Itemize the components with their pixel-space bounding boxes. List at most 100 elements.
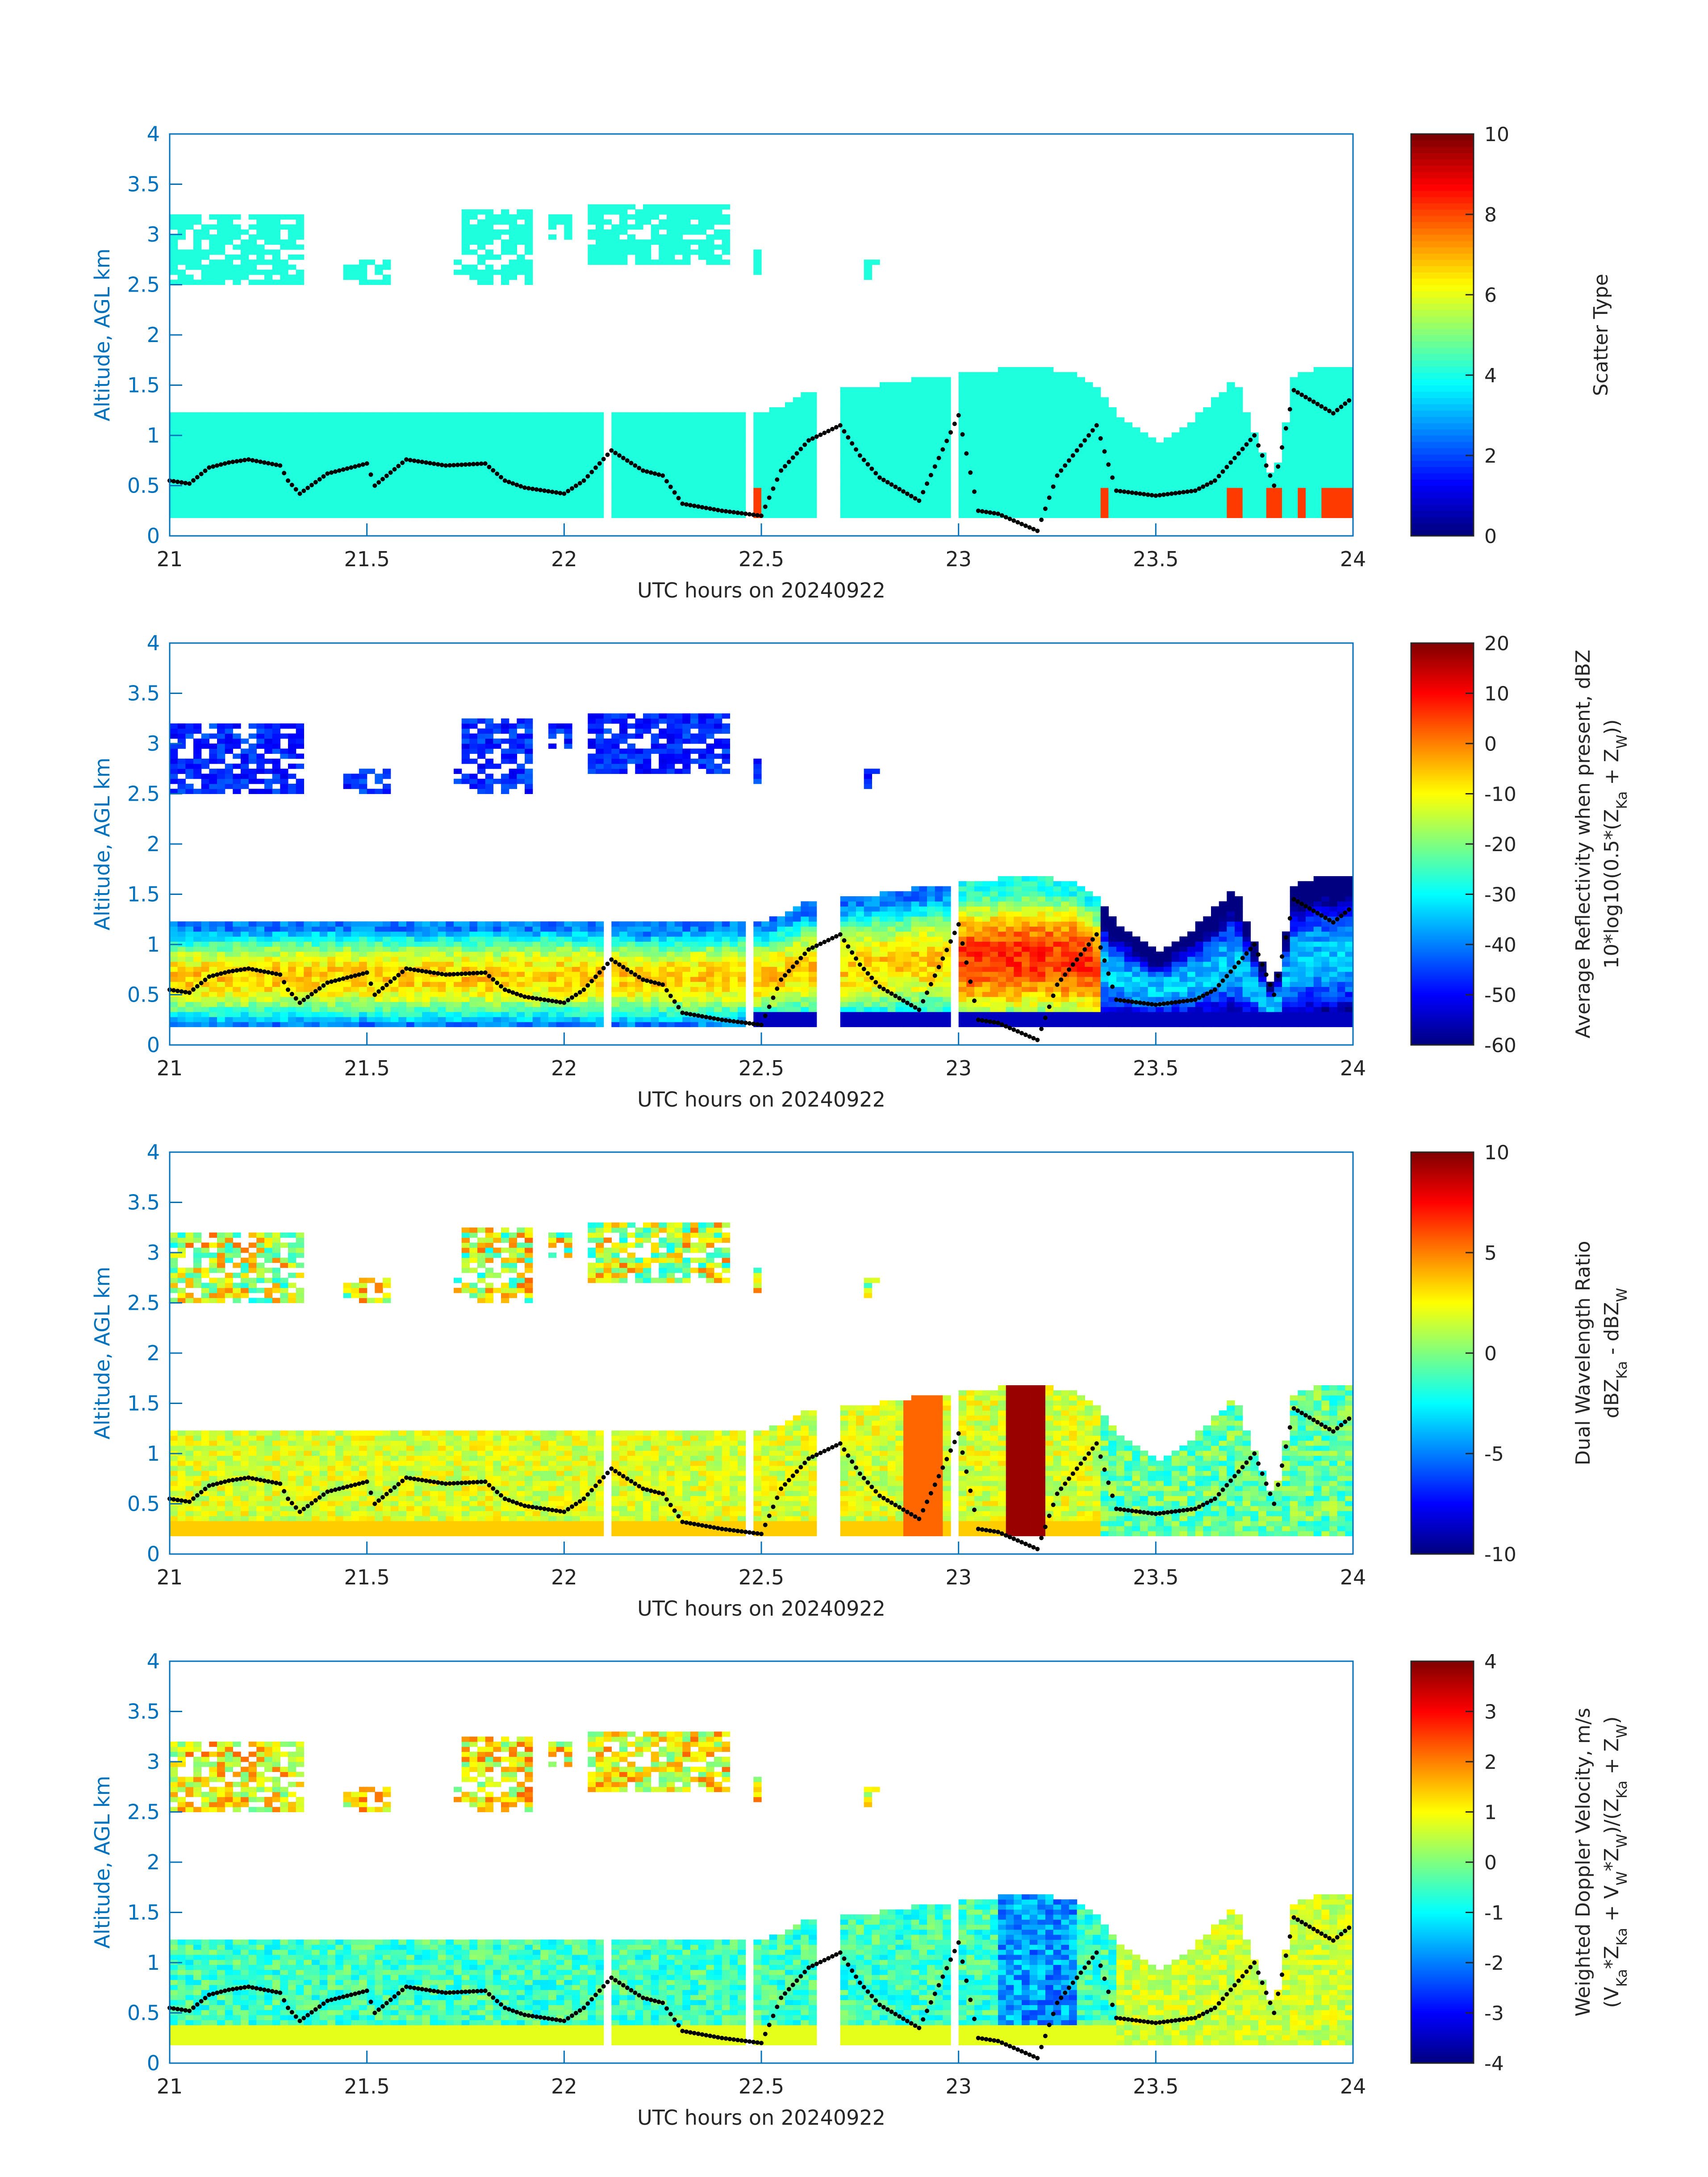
heatmap-cell — [1187, 452, 1196, 458]
heatmap-cell — [927, 397, 935, 403]
line-point — [270, 462, 275, 467]
heatmap-cell — [1306, 457, 1314, 463]
heatmap-cell — [596, 204, 604, 210]
heatmap-cell — [335, 442, 344, 448]
heatmap-cell — [383, 1022, 391, 1028]
heatmap-cell — [241, 753, 249, 759]
heatmap-cell — [667, 452, 675, 458]
heatmap-cell — [1274, 508, 1282, 513]
heatmap-cell — [1014, 468, 1022, 473]
heatmap-cell — [690, 488, 699, 493]
heatmap-cell — [225, 778, 233, 784]
heatmap-cell — [793, 457, 801, 463]
heatmap-cell — [217, 422, 226, 428]
heatmap-cell — [248, 733, 257, 739]
heatmap-cell — [414, 462, 422, 468]
heatmap-cell — [217, 477, 226, 483]
heatmap-cell — [1093, 397, 1101, 403]
heatmap-cell — [280, 773, 288, 779]
line-point — [917, 498, 922, 503]
heatmap-cell — [209, 234, 217, 240]
heatmap-cell — [1022, 382, 1030, 388]
heatmap-cell — [651, 437, 659, 443]
line-point — [1102, 449, 1107, 454]
heatmap-cell — [1203, 497, 1211, 503]
heatmap-cell — [809, 488, 817, 493]
heatmap-cell — [911, 472, 919, 478]
line-point — [1244, 442, 1249, 447]
heatmap-cell — [1061, 392, 1069, 397]
heatmap-cell — [698, 229, 706, 235]
heatmap-cell — [643, 219, 651, 225]
heatmap-cell — [272, 961, 280, 967]
heatmap-cell — [383, 1011, 391, 1017]
colorbar-step — [1411, 479, 1474, 486]
heatmap-cell — [1290, 502, 1298, 508]
heatmap-cell — [351, 442, 359, 448]
heatmap-cell — [730, 493, 738, 498]
heatmap-cell — [840, 488, 848, 493]
heatmap-cell — [785, 417, 793, 423]
colorbar-step — [1411, 366, 1474, 373]
heatmap-cell — [667, 204, 675, 210]
heatmap-cell — [943, 377, 951, 383]
heatmap-cell — [603, 234, 612, 240]
heatmap-cell — [177, 412, 186, 418]
heatmap-cell — [1290, 457, 1298, 463]
heatmap-cell — [564, 224, 572, 230]
heatmap-cell — [264, 744, 273, 749]
heatmap-cell — [312, 931, 320, 937]
heatmap-cell — [1195, 477, 1203, 483]
heatmap-cell — [722, 482, 730, 488]
heatmap-cell — [335, 946, 344, 952]
heatmap-cell — [769, 412, 777, 418]
heatmap-cell — [264, 1002, 273, 1007]
heatmap-cell — [485, 457, 493, 463]
heatmap-cell — [312, 961, 320, 967]
heatmap-cell — [966, 493, 975, 498]
heatmap-cell — [722, 234, 730, 240]
heatmap-cell — [919, 452, 927, 458]
heatmap-cell — [241, 417, 249, 423]
heatmap-cell — [532, 482, 541, 488]
heatmap-cell — [414, 432, 422, 438]
heatmap-cell — [319, 921, 328, 927]
heatmap-cell — [280, 946, 288, 952]
heatmap-cell — [1235, 417, 1243, 423]
heatmap-cell — [864, 493, 872, 498]
x-tick-label: 22 — [551, 547, 577, 571]
heatmap-cell — [1100, 468, 1109, 473]
heatmap-cell — [880, 407, 888, 413]
heatmap-cell — [225, 941, 233, 947]
heatmap-cell — [288, 497, 296, 503]
heatmap-cell — [532, 468, 541, 473]
heatmap-cell — [998, 407, 1006, 413]
heatmap-cell — [1100, 482, 1109, 488]
heatmap-cell — [1053, 497, 1061, 503]
heatmap-cell — [248, 789, 257, 794]
heatmap-cell — [1029, 397, 1038, 403]
heatmap-cell — [722, 477, 730, 483]
heatmap-cell — [1321, 432, 1330, 438]
line-point — [1327, 409, 1332, 414]
heatmap-cell — [540, 447, 549, 453]
heatmap-cell — [769, 513, 777, 518]
heatmap-cell — [1014, 387, 1022, 393]
heatmap-cell — [596, 224, 604, 230]
heatmap-cell — [1100, 407, 1109, 413]
heatmap-cell — [1298, 508, 1306, 513]
heatmap-cell — [698, 432, 706, 438]
heatmap-cell — [848, 452, 856, 458]
heatmap-cell — [185, 941, 194, 947]
heatmap-cell — [256, 488, 265, 493]
heatmap-cell — [643, 209, 651, 215]
heatmap-cell — [966, 432, 975, 438]
line-point — [463, 462, 468, 467]
heatmap-cell — [1124, 477, 1132, 483]
heatmap-cell — [469, 234, 478, 240]
heatmap-cell — [667, 229, 675, 235]
heatmap-cell — [1148, 513, 1156, 518]
heatmap-cell — [256, 977, 265, 982]
heatmap-cell — [619, 493, 628, 498]
heatmap-cell — [241, 249, 249, 255]
